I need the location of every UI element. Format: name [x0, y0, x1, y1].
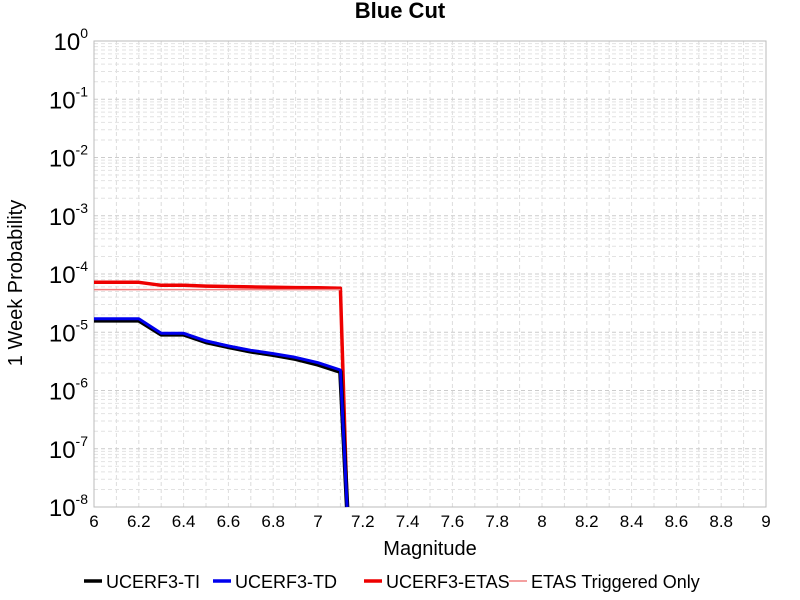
- grid: [93, 41, 767, 508]
- y-tick-label: 10-7: [49, 433, 88, 464]
- x-tick-label: 7.4: [396, 512, 420, 531]
- legend-label-etas-triggered-only: ETAS Triggered Only: [531, 572, 700, 592]
- plot-area-frame: [93, 40, 767, 508]
- y-tick-label: 10-5: [49, 316, 88, 347]
- x-tick-label: 6.6: [217, 512, 241, 531]
- x-tick-label: 7.6: [441, 512, 465, 531]
- x-axis-ticks: 6 6.2 6.4 6.6 6.8 7 7.2 7.4 7.6 7.8 8 8.2 8.4 8.6 8.8 9: [89, 512, 770, 531]
- x-tick-label: 7.8: [485, 512, 509, 531]
- legend-label-ucerf3-etas: UCERF3-ETAS: [386, 572, 510, 592]
- series-line-ucerf3-td: [94, 317, 349, 508]
- y-tick-label: 10-4: [49, 258, 88, 289]
- x-tick-label: 6: [89, 512, 98, 531]
- y-tick-label: 10-6: [49, 375, 88, 406]
- legend-label-ucerf3-td: UCERF3-TD: [235, 572, 337, 592]
- x-tick-label: 7.2: [351, 512, 375, 531]
- y-tick-label: 10-3: [49, 200, 88, 231]
- x-tick-label: 8.6: [665, 512, 689, 531]
- x-tick-label: 8.8: [709, 512, 733, 531]
- x-tick-label: 8: [537, 512, 546, 531]
- chart-title: Blue Cut: [355, 0, 446, 23]
- x-tick-label: 9: [761, 512, 770, 531]
- x-tick-label: 6.2: [127, 512, 151, 531]
- y-tick-label: 10-8: [49, 491, 88, 522]
- x-tick-label: 7: [313, 512, 322, 531]
- x-tick-label: 8.2: [575, 512, 599, 531]
- y-tick-label: 10-1: [49, 83, 88, 114]
- x-tick-label: 6.8: [261, 512, 285, 531]
- series-line-ucerf3-etas: [94, 280, 349, 508]
- legend-label-ucerf3-ti: UCERF3-TI: [106, 572, 200, 592]
- y-tick-label: 10-2: [49, 142, 88, 173]
- y-tick-label: 100: [54, 25, 89, 56]
- x-axis-label: Magnitude: [383, 538, 476, 560]
- y-axis-ticks: 100 10-1 10-2 10-3 10-4 10-5 10-6 10-7 10-8: [49, 25, 88, 522]
- y-axis-label: 1 Week Probability: [5, 200, 27, 366]
- x-tick-label: 6.4: [172, 512, 196, 531]
- legend: UCERF3-TI UCERF3-TD UCERF3-ETAS ETAS Trigge…: [84, 572, 700, 592]
- x-tick-label: 8.4: [620, 512, 644, 531]
- series-layer: [94, 280, 350, 508]
